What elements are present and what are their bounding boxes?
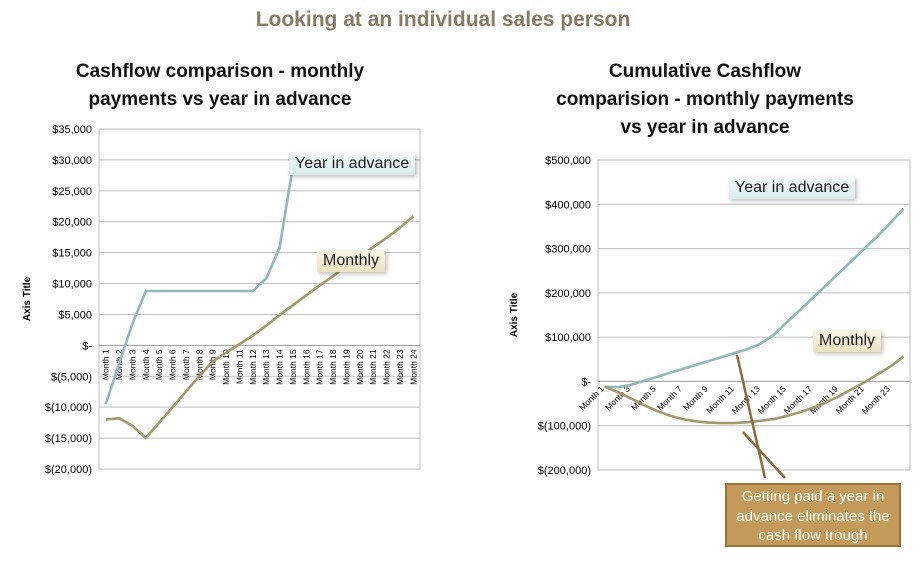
left-x-tick-label: Month 1 bbox=[101, 349, 111, 380]
note-pointers bbox=[735, 354, 786, 479]
right-monthly-callout: Monthly bbox=[813, 330, 882, 352]
left-y-tick-label: $25,000 bbox=[52, 186, 92, 198]
left-x-tick-label: Month 20 bbox=[355, 349, 365, 385]
right-y-axis-title: Axis Title bbox=[509, 292, 520, 337]
left-y-tick-label: $15,000 bbox=[52, 248, 92, 260]
note-pointer-line bbox=[742, 431, 786, 479]
left-y-tick-label: $5,000 bbox=[58, 309, 92, 321]
right-chart-title-line-1: Cumulative Cashflow bbox=[608, 61, 802, 82]
left-y-tick-label: $35,000 bbox=[52, 124, 92, 136]
left-chart-title-line-2: payments vs year in advance bbox=[88, 89, 352, 110]
left-x-tick-label: Month 10 bbox=[221, 349, 231, 385]
right-y-tick-label: $500,000 bbox=[545, 155, 591, 167]
left-x-tick-label: Month 3 bbox=[127, 349, 137, 380]
left-x-tick-label: Month 8 bbox=[194, 349, 204, 380]
left-chart: $35,000 $30,000 $25,000 $20,000 $15,000 $10,0… bbox=[22, 124, 421, 476]
left-x-tick-label: Month 18 bbox=[328, 349, 338, 385]
left-y-tick-label: $30,000 bbox=[52, 155, 92, 167]
right-monthly-line bbox=[604, 355, 905, 425]
left-y-tick-label: $10,000 bbox=[52, 279, 92, 291]
left-x-tick-label: Month 11 bbox=[234, 349, 244, 384]
right-y-tick-label: $100,000 bbox=[545, 332, 591, 344]
right-y-tick-label: $400,000 bbox=[545, 199, 591, 211]
note-pointer-line bbox=[735, 354, 767, 479]
right-x-tick-label: Month 23 bbox=[860, 384, 892, 416]
page-title: Looking at an individual sales person bbox=[255, 8, 631, 31]
left-x-tick-label: Month 6 bbox=[168, 349, 178, 380]
left-y-tick-label: $(20,000) bbox=[45, 464, 92, 476]
right-y-tick-label: $- bbox=[581, 376, 591, 388]
right-chart-title: Cumulative Cashflow comparision - monthl… bbox=[505, 58, 905, 142]
right-y-tick-label: $(200,000) bbox=[538, 465, 591, 477]
right-year-in-advance-callout: Year in advance bbox=[729, 177, 856, 199]
right-chart-title-line-3: vs year in advance bbox=[620, 117, 790, 138]
left-x-tick-label: Month 7 bbox=[181, 349, 191, 380]
left-y-tick-label: $20,000 bbox=[52, 217, 92, 229]
left-x-tick-label: Month 19 bbox=[341, 349, 351, 385]
left-x-tick-label: Month 21 bbox=[368, 349, 378, 385]
left-x-tick-label: Month 4 bbox=[141, 349, 151, 380]
left-plot-area bbox=[98, 128, 421, 470]
note-box: Getting paid a year in advance eliminate… bbox=[725, 483, 901, 547]
left-monthly-callout: Monthly bbox=[317, 250, 386, 272]
left-y-axis-title: Axis Title bbox=[22, 276, 33, 321]
left-chart-title: Cashflow comparison - monthly payments v… bbox=[20, 58, 420, 114]
right-chart-title-line-2: comparision - monthly payments bbox=[556, 89, 854, 110]
left-x-tick-label: Month 23 bbox=[395, 349, 405, 385]
left-y-tick-label: $(15,000) bbox=[45, 433, 92, 445]
left-x-tick-label: Month 15 bbox=[288, 349, 298, 385]
right-y-tick-label: $300,000 bbox=[545, 244, 591, 256]
left-x-tick-label: Month 9 bbox=[208, 349, 218, 380]
left-x-tick-label: Month 14 bbox=[275, 349, 285, 385]
left-x-tick-label: Month 16 bbox=[301, 349, 311, 385]
right-plot-area bbox=[597, 159, 911, 471]
left-x-tick-label: Month 13 bbox=[261, 349, 271, 385]
left-chart-title-line-1: Cashflow comparison - monthly bbox=[75, 61, 365, 82]
left-x-tick-label: Month 12 bbox=[248, 349, 258, 385]
left-x-tick-label: Month 24 bbox=[408, 349, 418, 385]
right-y-tick-label: $200,000 bbox=[545, 288, 591, 300]
left-year-in-advance-callout: Year in advance bbox=[289, 153, 416, 175]
left-y-tick-label: $- bbox=[82, 340, 92, 352]
left-x-tick-label: Month 22 bbox=[382, 349, 392, 385]
right-x-tick-label: Month 7 bbox=[655, 384, 684, 413]
right-year-in-advance-line bbox=[604, 207, 905, 389]
left-year-in-advance-line bbox=[104, 165, 295, 405]
left-x-tick-label: Month 5 bbox=[154, 349, 164, 380]
left-y-tick-label: $(5,000) bbox=[51, 371, 92, 383]
left-y-tick-label: $(10,000) bbox=[45, 402, 92, 414]
right-y-tick-label: $(100,000) bbox=[538, 421, 591, 433]
left-x-tick-label: Month 17 bbox=[315, 349, 325, 385]
right-chart: $500,000 $400,000 $300,000 $200,000 $100,000… bbox=[509, 155, 911, 477]
